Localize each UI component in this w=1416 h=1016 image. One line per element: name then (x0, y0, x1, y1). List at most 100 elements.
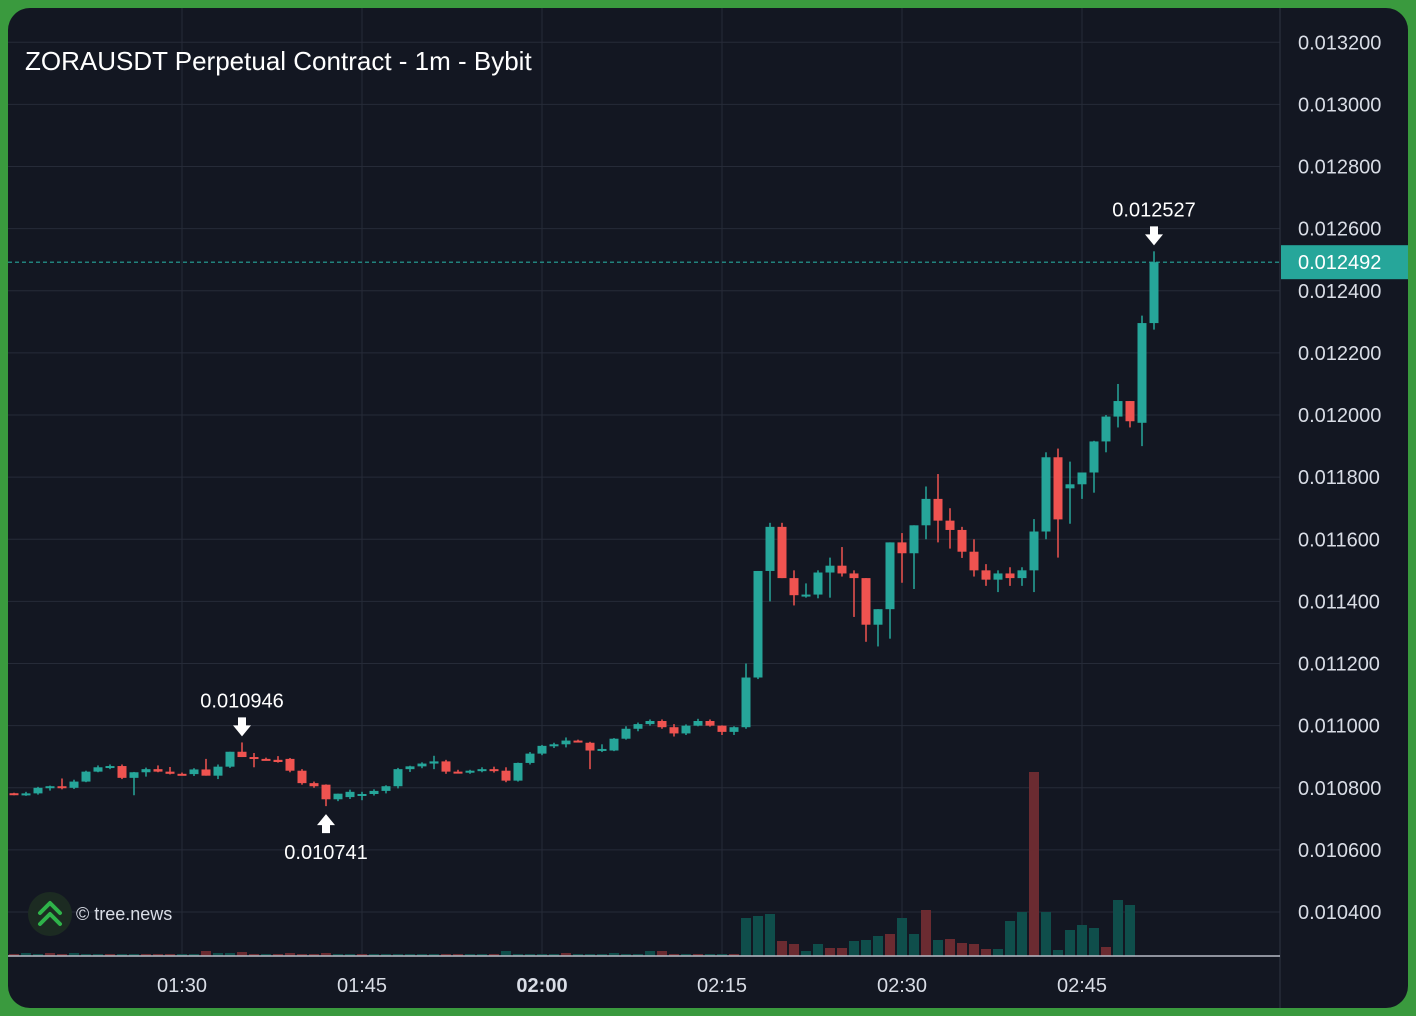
y-tick-label: 0.012000 (1298, 405, 1381, 427)
candle-body (9, 793, 19, 796)
candle-body (1065, 484, 1075, 489)
grid (8, 8, 1280, 956)
volume-bar (489, 954, 499, 956)
candle-body (801, 594, 811, 597)
volume-bar (177, 954, 187, 956)
volume-bar (285, 953, 295, 956)
volume-bar (741, 918, 751, 956)
chart-container: 0.012492 0.010946 0.010741 0.012527 0.01040… (8, 8, 1408, 1008)
candle-body (1149, 262, 1159, 324)
candle-body (969, 551, 979, 571)
candle-body (525, 753, 535, 763)
candle-body (1029, 531, 1039, 571)
volume-bar (1113, 900, 1123, 956)
price-annotations: 0.012492 0.010946 0.010741 0.012527 (8, 199, 1408, 864)
volume-bar (273, 954, 283, 956)
candle-body (405, 766, 415, 770)
x-tick-label: 01:45 (337, 975, 387, 997)
volume-bar (201, 951, 211, 956)
volume-bar (105, 954, 115, 956)
candle-body (249, 757, 259, 760)
last-price-label: 0.012492 (1298, 252, 1381, 274)
last-price-tag (1281, 245, 1408, 280)
x-tick-label: 02:45 (1057, 975, 1107, 997)
candle-body (417, 763, 427, 767)
x-tick-label: 01:30 (157, 975, 207, 997)
arrow-down-icon (1145, 226, 1163, 246)
candle-body (57, 786, 67, 789)
volume-bar (261, 954, 271, 956)
volume-bar (1029, 772, 1039, 956)
candle-body (861, 578, 871, 625)
candlestick-chart[interactable]: 0.012492 0.010946 0.010741 0.012527 0.01040… (8, 8, 1408, 1008)
volume-bar (801, 951, 811, 956)
candle-body (21, 793, 31, 796)
volume-bar (189, 954, 199, 956)
candle-body (633, 724, 643, 729)
volume-bar (57, 954, 67, 956)
volume-bar (153, 954, 163, 956)
candle-body (1089, 441, 1099, 473)
candle-body (933, 498, 943, 521)
candle-body (261, 758, 271, 761)
volume-bar (417, 954, 427, 956)
candle-body (285, 758, 295, 771)
candle-body (273, 759, 283, 763)
high-price-label: 0.012527 (1112, 199, 1195, 221)
candle-body (165, 771, 175, 774)
volume-bar (69, 953, 79, 956)
volume-bar (1053, 950, 1063, 956)
volume-bar (1017, 912, 1027, 956)
volume-bar (141, 954, 151, 956)
watermark-text: © tree.news (76, 903, 173, 924)
y-tick-label: 0.011600 (1298, 529, 1380, 551)
volume-bar (681, 954, 691, 956)
volume-bar (897, 918, 907, 956)
volume-bar (513, 954, 523, 956)
volume-bar (117, 954, 127, 956)
candle-body (753, 570, 763, 678)
candle-body (573, 740, 583, 743)
volume-bar (729, 954, 739, 956)
tree-news-chevrons-icon (28, 892, 72, 936)
candle-body (837, 565, 847, 574)
candle-body (609, 738, 619, 751)
volume-bar (225, 953, 235, 956)
arrow-down-icon (233, 717, 251, 737)
candle-body (1041, 457, 1051, 532)
candle-body (597, 748, 607, 751)
x-tick-label: 02:30 (877, 975, 927, 997)
candle-body (729, 727, 739, 732)
candle-body (357, 794, 367, 797)
volume-bar (633, 954, 643, 956)
candle-body (333, 793, 343, 800)
axes: 0.010400 0.010600 0.010800 0.011000 0.011200… (8, 8, 1381, 1008)
volume-bar (921, 910, 931, 956)
volume-bar (465, 954, 475, 956)
candle-body (849, 573, 859, 579)
high-price-label: 0.010946 (200, 690, 283, 712)
volume-bar (129, 954, 139, 956)
candle-body (501, 770, 511, 781)
candle-body (297, 770, 307, 784)
volume-bar (405, 954, 415, 956)
candle-body (381, 786, 391, 791)
candle-body (69, 781, 79, 788)
candle-body (477, 769, 487, 772)
candle-body (825, 565, 835, 573)
volume-bar (1125, 905, 1135, 956)
volume-bar (9, 954, 19, 956)
candles (9, 251, 1159, 807)
candle-body (453, 771, 463, 774)
volume-bar (345, 954, 355, 956)
volume-bar (645, 951, 655, 956)
candle-body (765, 526, 775, 571)
candle-body (1125, 401, 1135, 422)
volume-bar (621, 954, 631, 956)
candle-body (909, 525, 919, 554)
volume-bar (585, 954, 595, 956)
volume-bar (81, 954, 91, 956)
chevrons-up-icon (38, 901, 62, 926)
volume-bar (45, 953, 55, 956)
volume-bar (1089, 928, 1099, 956)
